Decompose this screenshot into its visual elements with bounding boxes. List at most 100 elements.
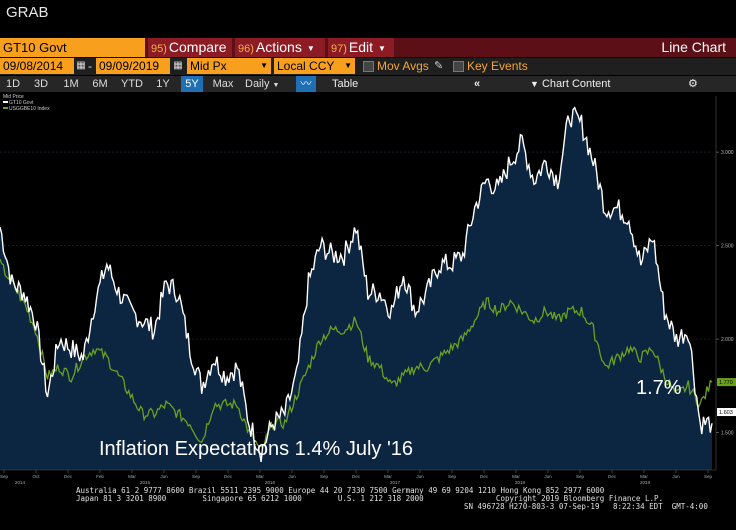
edit-menu[interactable]: 97) Edit ▼: [328, 38, 394, 57]
period-1d-button[interactable]: 1D: [5, 78, 21, 90]
last-value-tag: [717, 378, 736, 387]
legend-swatch: [3, 101, 8, 103]
gear-icon[interactable]: ⚙: [688, 78, 698, 90]
x-year-label: 2016: [265, 480, 276, 484]
legend-item-gt10: GT10 Govt: [3, 100, 50, 106]
x-tick-label: Feb: [96, 474, 104, 479]
x-tick-label: Mar: [512, 474, 520, 479]
x-tick-label: Jun: [544, 474, 552, 479]
price-field-value: Mid Px: [190, 59, 227, 73]
calendar-icon[interactable]: ▦: [173, 60, 183, 71]
legend-label: GT10 Govt: [9, 100, 34, 106]
y-tick-label: 1.500: [721, 431, 734, 437]
key-events-checkbox[interactable]: [453, 61, 464, 72]
y-tick-label: 3.000: [721, 150, 734, 156]
end-date-field[interactable]: 09/09/2019: [96, 58, 170, 74]
calendar-icon[interactable]: ▦: [76, 60, 86, 71]
x-tick-label: Mar: [384, 474, 392, 479]
start-date-field[interactable]: 09/08/2014: [0, 58, 74, 74]
x-tick-label: Sep: [448, 474, 457, 479]
x-axis-ticks: Sep Oct Dec Feb Mar Jun Sep Dec Mar Jun Sep Dec Mar J…: [0, 470, 712, 484]
chevron-down-icon: ▼: [378, 44, 386, 53]
x-tick-label: Sep: [320, 474, 329, 479]
edit-label: Edit: [348, 39, 374, 55]
y-tick-label: 2.500: [721, 244, 734, 250]
x-tick-label: Mar: [256, 474, 264, 479]
pencil-icon[interactable]: ✎: [434, 60, 444, 72]
mov-avgs-checkbox[interactable]: [363, 61, 374, 72]
gt10-area-fill: [0, 107, 712, 470]
x-year-label: 2014: [15, 480, 26, 484]
frequency-value: Daily: [245, 78, 270, 90]
y-axis-ticks: 3.000 2.500 2.000 1.500: [716, 150, 734, 437]
x-tick-label: Mar: [128, 474, 136, 479]
period-1m-button[interactable]: 1M: [63, 78, 79, 90]
period-max-button[interactable]: Max: [212, 78, 234, 90]
period-3d-button[interactable]: 3D: [33, 78, 49, 90]
x-tick-label: Dec: [224, 474, 233, 479]
chart-content-button[interactable]: ▼ Chart Content: [530, 76, 610, 92]
table-tab[interactable]: Table: [332, 78, 359, 90]
x-tick-label: Dec: [480, 474, 489, 479]
actions-menu[interactable]: 96) Actions ▼: [235, 38, 325, 57]
x-tick-label: Sep: [0, 474, 8, 479]
x-tick-label: Dec: [64, 474, 73, 479]
x-tick-label: Dec: [608, 474, 617, 479]
view-title: Line Chart: [661, 39, 726, 55]
x-tick-label: Sep: [192, 474, 201, 479]
legend-header: Mid Price: [3, 94, 24, 100]
x-tick-label: Jun: [672, 474, 680, 479]
currency-value: Local CCY: [277, 59, 335, 73]
legend-swatch: [3, 107, 8, 109]
breakeven-series-line: [0, 258, 713, 448]
x-tick-label: Jun: [288, 474, 296, 479]
inflation-annotation: Inflation Expectations 1.4% July '16: [99, 438, 414, 460]
x-year-label: 2017: [390, 480, 401, 484]
legend-item-breakeven: USGGBE10 Index: [3, 106, 50, 112]
legend-label: USGGBE10 Index: [9, 106, 50, 112]
last-value-tags: 1.770 1.603: [717, 378, 736, 417]
frequency-select[interactable]: Daily ▼: [242, 76, 292, 92]
chart-legend: Mid Price GT10 Govt USGGBE10 Index: [3, 94, 50, 112]
x-tick-label: Dec: [352, 474, 361, 479]
x-tick-label: Jun: [416, 474, 424, 479]
compare-button[interactable]: 95) Compare: [148, 38, 232, 57]
x-tick-label: Jun: [160, 474, 168, 479]
currency-select[interactable]: Local CCY ▼: [274, 58, 355, 74]
x-tick-label: Sep: [576, 474, 585, 479]
x-tick-label: Mar: [640, 474, 648, 479]
period-6m-button[interactable]: 6M: [92, 78, 108, 90]
x-year-label: 2019: [640, 480, 651, 484]
footer-contacts-line2: Japan 81 3 3201 8900 Singapore 65 6212 1…: [76, 494, 663, 503]
latest-annotation: 1.7%: [636, 377, 682, 399]
date-range-separator: -: [88, 59, 92, 73]
window-title: GRAB: [6, 4, 49, 21]
footer-contacts-line1: Australia 61 2 9777 8600 Brazil 5511 239…: [76, 486, 605, 495]
key-events-label: Key Events: [467, 59, 528, 73]
compare-shortcut: 95): [151, 43, 167, 55]
ticker-field[interactable]: GT10 Govt: [0, 38, 145, 57]
x-tick-label: Oct: [32, 474, 40, 479]
last-value-label: 1.603: [719, 410, 733, 416]
chevron-down-icon: ▼: [260, 61, 268, 70]
y-tick-label: 2.000: [721, 337, 734, 343]
period-ytd-button[interactable]: YTD: [121, 78, 143, 90]
chevron-down-icon: ▼: [344, 61, 352, 70]
gt10-series-line: [0, 106, 713, 463]
chevron-down-icon: ▼: [530, 79, 539, 89]
period-5y-button[interactable]: 5Y: [181, 76, 203, 92]
price-field-select[interactable]: Mid Px ▼: [187, 58, 271, 74]
last-value-tag: [717, 408, 736, 417]
actions-label: Actions: [255, 39, 302, 55]
line-chart-icon[interactable]: 〰: [296, 76, 316, 92]
chart-content-label: Chart Content: [541, 78, 611, 90]
period-1y-button[interactable]: 1Y: [156, 78, 170, 90]
edit-shortcut: 97): [331, 43, 347, 55]
double-chevron-left-icon[interactable]: «: [474, 78, 481, 90]
chevron-down-icon: ▼: [272, 82, 280, 89]
actions-shortcut: 96): [238, 43, 254, 55]
x-tick-label: Sep: [704, 474, 713, 479]
footer-session-line: SN 496728 H270-803-3 07-Sep-19 8:22:34 E…: [464, 502, 708, 511]
compare-label: Compare: [168, 39, 227, 55]
